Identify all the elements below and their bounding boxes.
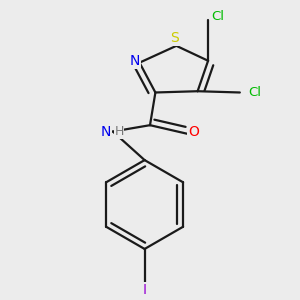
Text: S: S: [170, 31, 179, 45]
Text: I: I: [142, 283, 147, 297]
Text: H: H: [115, 125, 124, 138]
Text: Cl: Cl: [248, 86, 261, 99]
Text: O: O: [188, 125, 199, 139]
Text: Cl: Cl: [211, 10, 224, 23]
Text: N: N: [101, 124, 111, 139]
Text: N: N: [130, 54, 140, 68]
